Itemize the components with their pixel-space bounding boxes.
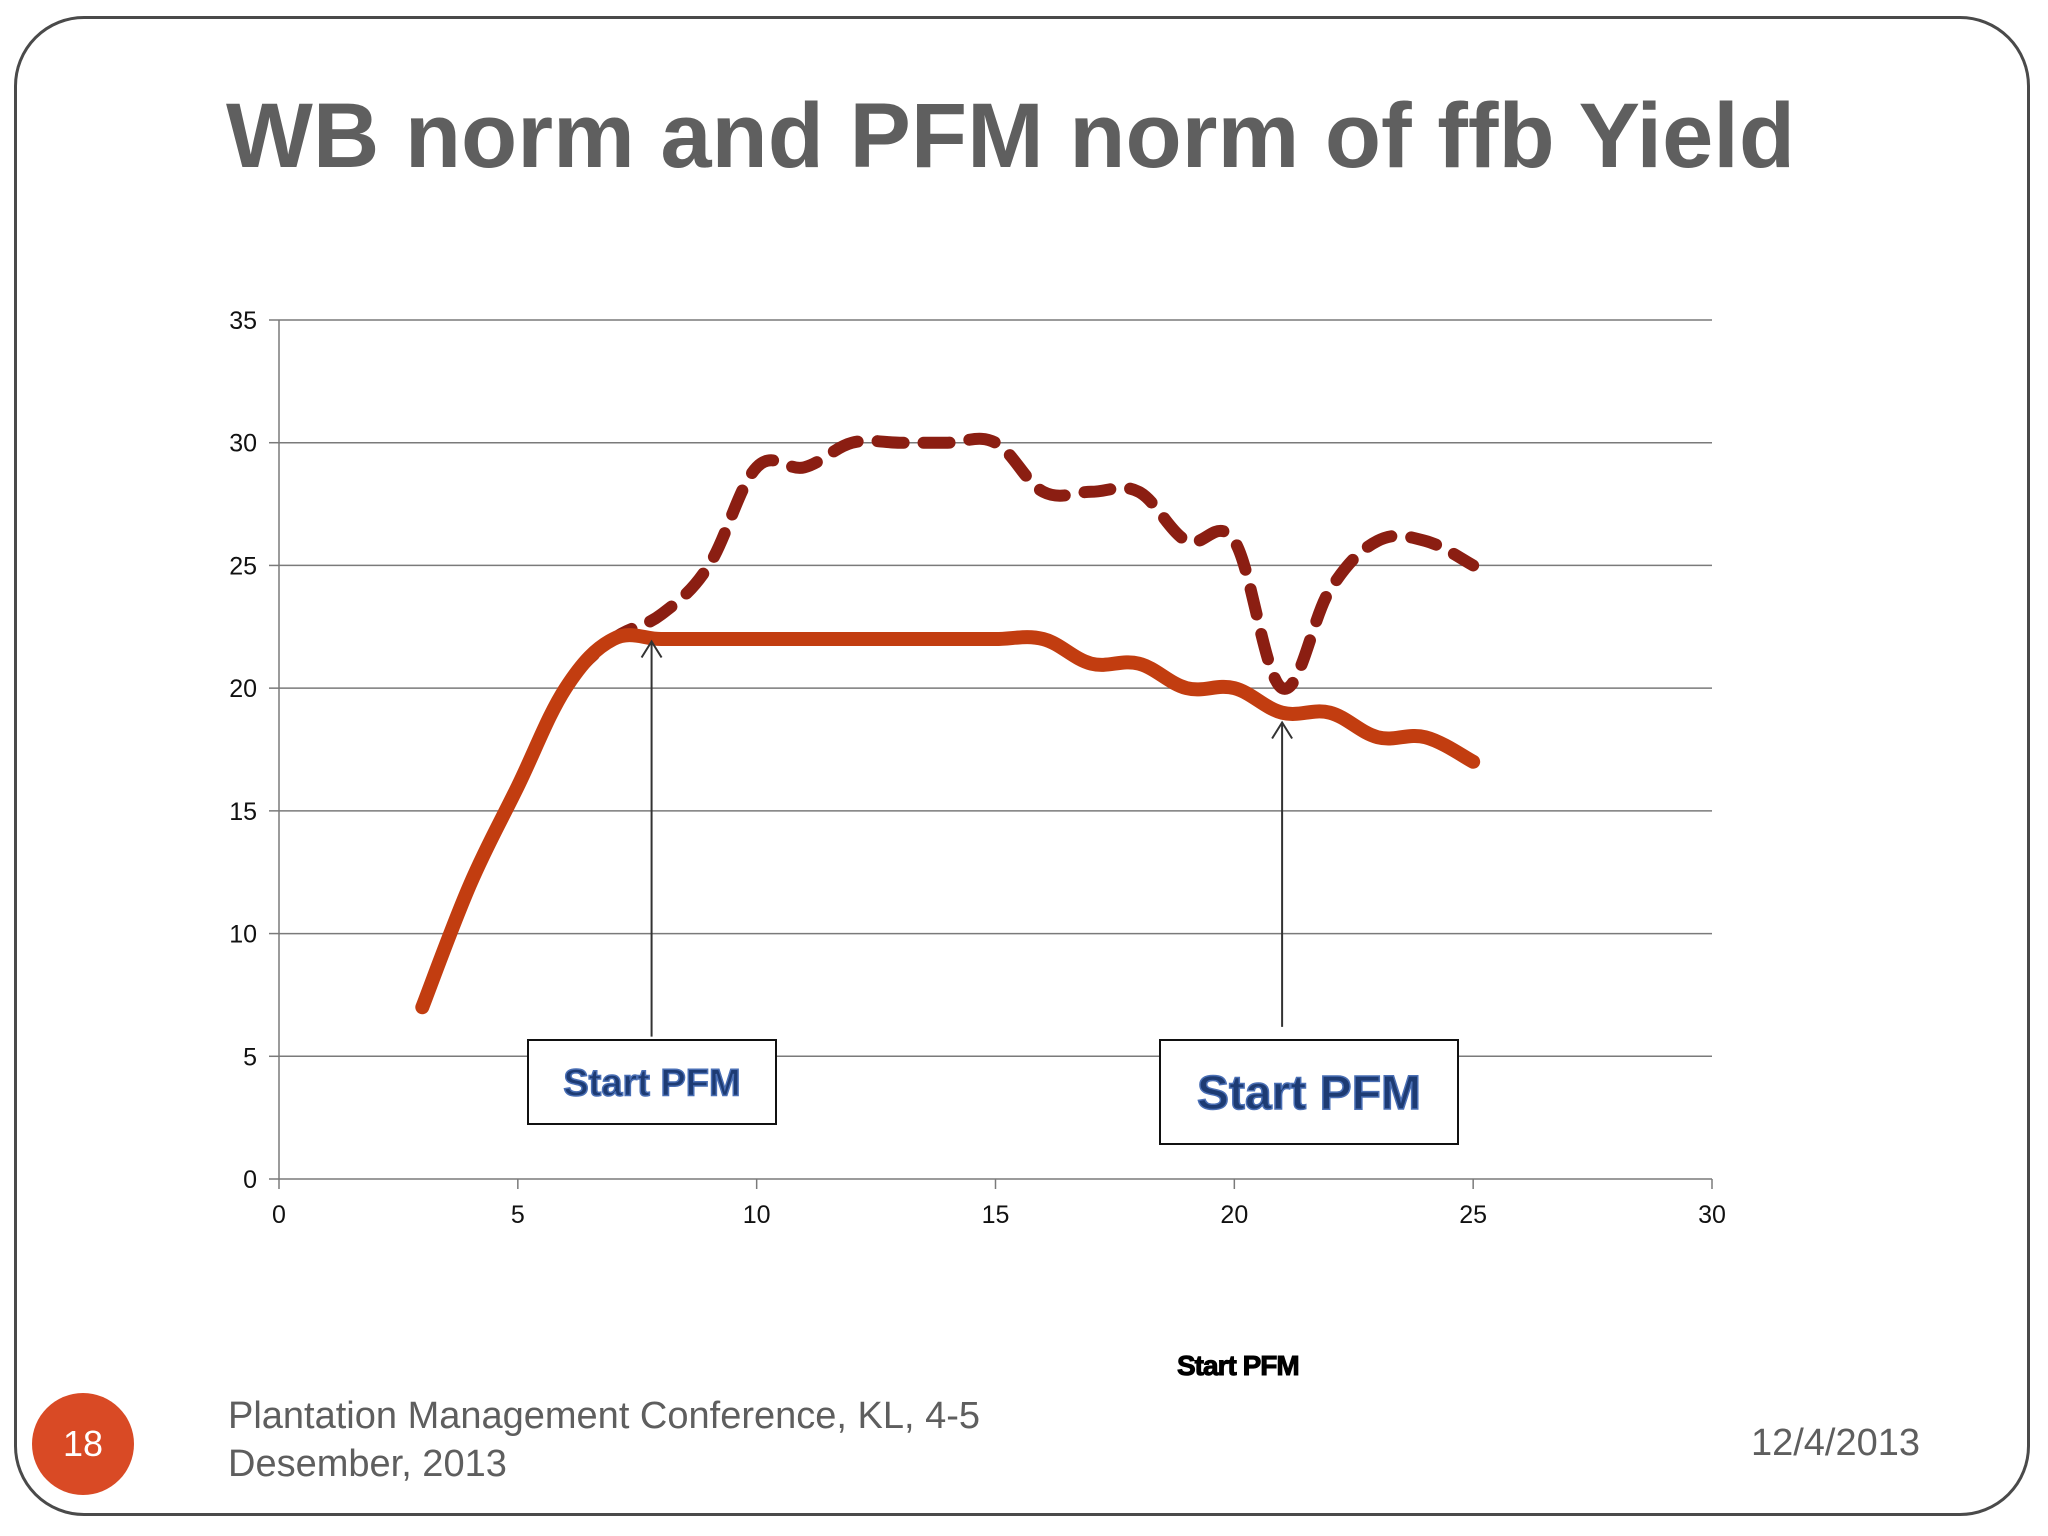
chart-gridlines [279, 319, 1712, 1058]
footer-conference-text: Plantation Management Conference, KL, 4-… [228, 1395, 981, 1485]
tick-label-x-15: 15 [982, 1201, 1010, 1229]
bottom-start-pfm-label: Start PFM [1177, 1350, 1301, 1382]
slide-frame [14, 16, 2030, 1516]
tick-label-y-35: 35 [229, 307, 257, 335]
series-line-solid [415, 628, 1481, 1015]
tick-label-x-20: 20 [1220, 1201, 1248, 1229]
chart-tick-labels: 0 5 10 15 20 25 30 35 0 5 10 15 20 25 30 [229, 307, 1726, 1229]
series-line-dashed [416, 432, 1480, 1014]
tick-label-y-25: 25 [229, 552, 257, 580]
tick-label-x-25: 25 [1459, 1201, 1487, 1229]
chart-annotations: Start PFM Start PFM [527, 639, 1459, 1145]
annotation-label-1: Start PFM [563, 1062, 740, 1104]
tick-label-y-30: 30 [229, 430, 257, 458]
annotation-box-1 [527, 1039, 777, 1125]
tick-label-y-5: 5 [243, 1043, 257, 1071]
slide-title: WB norm and PFM norm of ffb Yield [226, 85, 1796, 187]
tick-label-x-5: 5 [511, 1201, 525, 1229]
annotation-arrowhead-2 [1271, 720, 1293, 740]
tick-label-x-0: 0 [272, 1201, 286, 1229]
tick-label-y-15: 15 [229, 798, 257, 826]
tick-label-x-30: 30 [1698, 1201, 1726, 1229]
slide-number-badge: 18 [32, 1393, 134, 1495]
chart-series [415, 432, 1481, 1015]
tick-label-y-10: 10 [229, 921, 257, 949]
tick-label-x-10: 10 [743, 1201, 771, 1229]
chart-axes [269, 319, 1713, 1189]
annotation-box-2 [1159, 1039, 1459, 1145]
tick-label-y-20: 20 [229, 675, 257, 703]
tick-label-y-0: 0 [243, 1166, 257, 1194]
slide-date: 12/4/2013 [1750, 1422, 1920, 1464]
annotation-label-2: Start PFM [1197, 1067, 1421, 1120]
annotation-arrowhead-1 [640, 639, 663, 659]
